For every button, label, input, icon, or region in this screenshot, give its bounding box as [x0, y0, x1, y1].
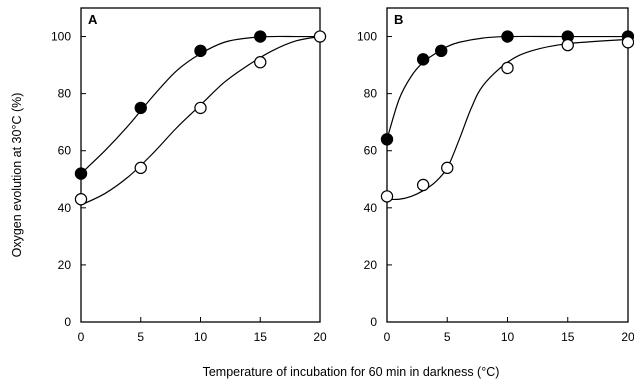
x-tick-label: 20: [313, 330, 327, 344]
x-tick-label: 5: [137, 330, 144, 344]
x-tick-label: 10: [194, 330, 208, 344]
y-tick-label: 0: [370, 315, 377, 329]
x-tick-label: 0: [78, 330, 85, 344]
data-point-open: [621, 36, 634, 49]
data-point-filled: [134, 101, 147, 115]
data-point-open: [380, 190, 394, 203]
series-curve: [386, 35, 628, 140]
x-tick-label: 15: [254, 330, 268, 344]
x-axis-label: Temperature of incubation for 60 min in …: [203, 365, 500, 379]
x-tick-label: 15: [561, 330, 575, 344]
x-tick-label: 0: [384, 330, 391, 344]
y-axis-label: Oxygen evolution at 30°C (%): [10, 93, 24, 258]
data-point-filled: [435, 44, 448, 58]
data-point-open: [416, 178, 430, 192]
panel-a: 0 20 40 60 80 100 0 5 10 15 20 A: [51, 7, 327, 344]
panel-b: 0 20 40 60 80 100 0 5 10 15 20 B: [357, 7, 634, 344]
data-point-filled: [416, 53, 430, 66]
y-tick-label: 40: [58, 201, 72, 215]
y-tick-label: 80: [58, 87, 72, 101]
data-point-open: [561, 38, 574, 52]
y-tick-label: 60: [364, 144, 378, 158]
data-point-filled: [380, 133, 394, 146]
panel-letter: B: [394, 12, 403, 27]
y-tick-label: 20: [364, 258, 378, 272]
y-tick-label: 20: [58, 258, 72, 272]
data-point-filled: [194, 44, 207, 58]
data-point-open: [501, 61, 514, 75]
y-tick-label: 100: [357, 30, 377, 44]
data-point-open: [74, 193, 88, 206]
data-point-open: [441, 161, 454, 175]
y-tick-label: 0: [64, 315, 71, 329]
y-tick-label: 40: [364, 201, 378, 215]
series-curve: [386, 38, 629, 201]
data-point-filled: [501, 30, 514, 43]
series-curve: [80, 35, 321, 206]
data-point-filled: [74, 167, 88, 180]
panel-letter: A: [88, 12, 98, 27]
y-tick-label: 100: [51, 30, 71, 44]
y-tick-label: 60: [58, 144, 72, 158]
y-tick-label: 80: [364, 87, 378, 101]
x-tick-label: 20: [621, 330, 634, 344]
data-point-filled: [254, 30, 267, 43]
data-point-open: [134, 161, 147, 175]
data-point-open: [254, 56, 267, 69]
data-point-open: [313, 30, 327, 43]
x-tick-label: 10: [501, 330, 515, 344]
x-tick-label: 5: [444, 330, 451, 344]
data-point-open: [194, 101, 207, 115]
